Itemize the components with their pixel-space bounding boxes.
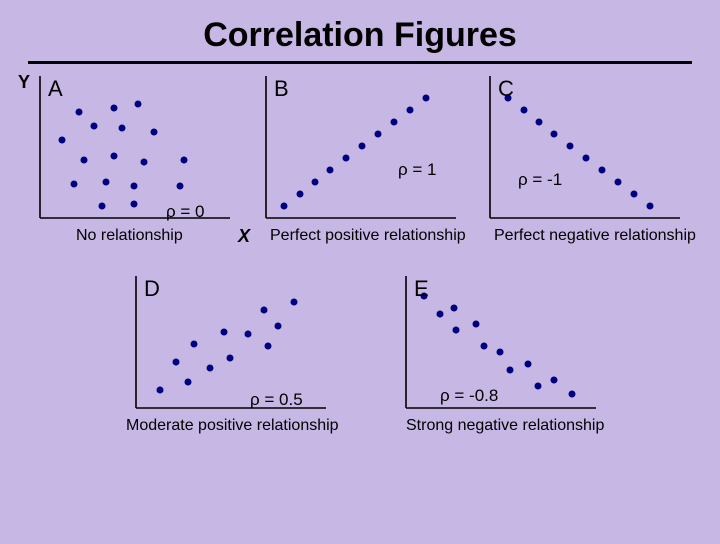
panel-c: C ρ = -1 Perfect negative relationship	[484, 74, 684, 224]
y-axis-label: Y	[18, 72, 30, 93]
panel-c-letter: C	[498, 76, 514, 102]
panel-e: E ρ = -0.8 Strong negative relationship	[400, 274, 600, 414]
panel-b-plot	[260, 74, 460, 224]
panel-d: D ρ = 0.5 Moderate positive relationship	[130, 274, 330, 414]
title-underline	[28, 61, 692, 64]
panel-d-rho: ρ = 0.5	[250, 390, 303, 410]
panel-b-rho: ρ = 1	[398, 160, 437, 180]
panel-c-rho: ρ = -1	[518, 170, 562, 190]
panel-b-caption: Perfect positive relationship	[270, 227, 466, 245]
panel-d-letter: D	[144, 276, 160, 302]
panel-a: A ρ = 0 No relationship	[34, 74, 234, 224]
panel-e-plot	[400, 274, 600, 414]
page-title: Correlation Figures	[0, 0, 720, 61]
panel-e-letter: E	[414, 276, 429, 302]
panel-a-rho: ρ = 0	[166, 202, 205, 222]
panel-b-letter: B	[274, 76, 289, 102]
panel-e-rho: ρ = -0.8	[440, 386, 498, 406]
panel-e-caption: Strong negative relationship	[406, 417, 604, 435]
panel-b: B ρ = 1 Perfect positive relationship	[260, 74, 460, 224]
x-axis-label: X	[238, 226, 250, 247]
panel-d-caption: Moderate positive relationship	[126, 417, 339, 435]
panel-c-plot	[484, 74, 684, 224]
panel-a-caption: No relationship	[76, 227, 183, 245]
panel-c-caption: Perfect negative relationship	[494, 227, 696, 245]
panel-a-letter: A	[48, 76, 63, 102]
figures-area: Y A ρ = 0 No relationship B ρ = 1 Perfec…	[0, 74, 720, 544]
